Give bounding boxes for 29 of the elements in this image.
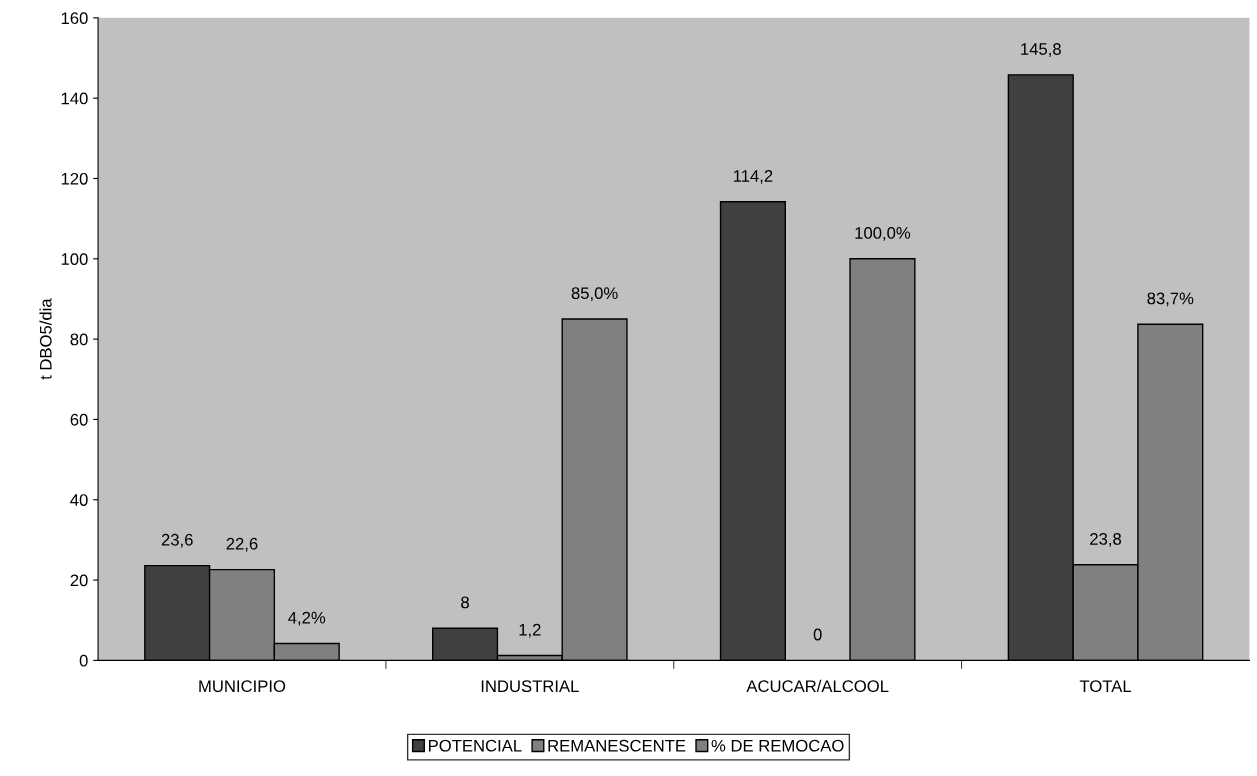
x-tick-label: INDUSTRIAL bbox=[481, 680, 579, 693]
data-label: 1,2 bbox=[519, 623, 541, 638]
x-tick-label: ACUCAR/ALCOOL bbox=[746, 679, 889, 693]
data-label: 145,8 bbox=[1021, 43, 1061, 57]
y-tick-label: 20 bbox=[70, 574, 88, 587]
y-tick-label: 60 bbox=[70, 413, 88, 426]
legend-label: POTENCIAL bbox=[429, 739, 522, 752]
x-tick-label: MUNICIPIO bbox=[199, 680, 286, 693]
data-label: 4,2% bbox=[288, 611, 326, 626]
y-tick-label: 120 bbox=[61, 172, 88, 185]
y-axis-title: t DBO5/dia bbox=[39, 298, 52, 380]
y-tick-label: 40 bbox=[70, 494, 88, 506]
data-label: 23,6 bbox=[161, 533, 193, 548]
y-tick-label: 80 bbox=[70, 333, 88, 346]
data-label: 85,0% bbox=[571, 287, 618, 302]
data-label: 83,7% bbox=[1147, 292, 1194, 307]
data-label: 8 bbox=[461, 596, 469, 609]
y-tick-label: 100 bbox=[61, 253, 88, 265]
y-tick-label: 160 bbox=[61, 12, 88, 25]
legend-label: REMANESCENTE bbox=[548, 739, 686, 752]
data-label: 23,8 bbox=[1090, 533, 1122, 547]
data-label: 22,6 bbox=[226, 537, 258, 552]
legend-label: % DE REMOCAO bbox=[711, 739, 844, 752]
data-label: 100,0% bbox=[855, 227, 911, 241]
y-tick-label: 140 bbox=[61, 92, 88, 105]
y-tick-label: 0 bbox=[79, 654, 88, 667]
data-label: 114,2 bbox=[733, 170, 773, 184]
x-tick-label: TOTAL bbox=[1079, 680, 1132, 693]
data-label: 0 bbox=[813, 628, 822, 641]
